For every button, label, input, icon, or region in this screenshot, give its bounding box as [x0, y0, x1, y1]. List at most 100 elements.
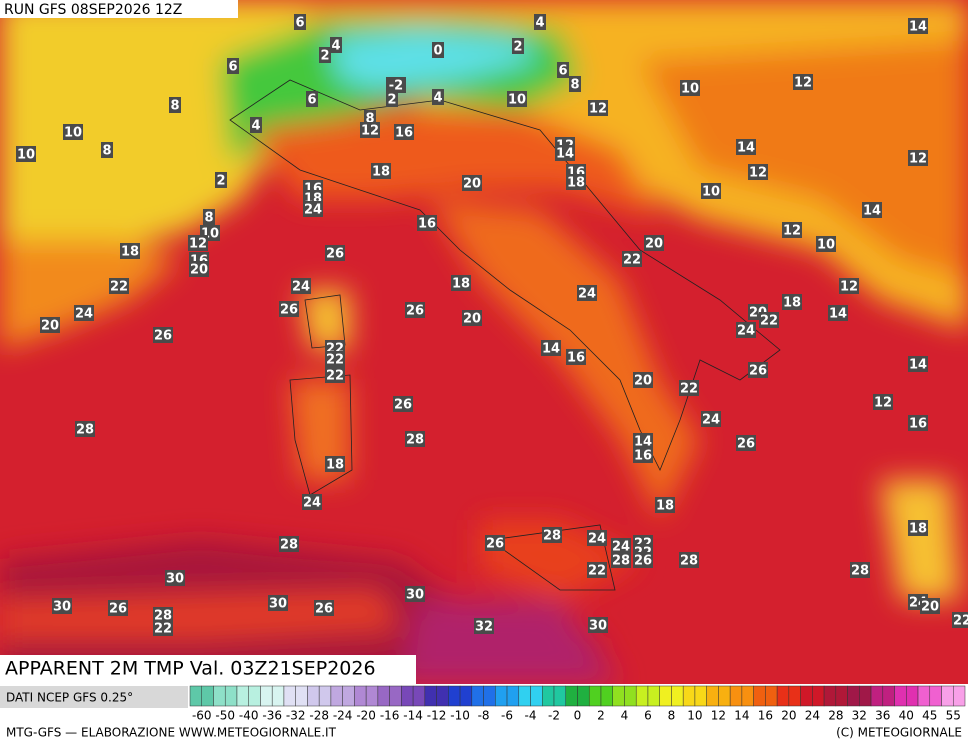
- colorbar-swatch: [894, 685, 907, 707]
- label-box: [279, 301, 299, 317]
- label-box: [566, 349, 586, 365]
- colorbar-swatch: [412, 685, 426, 707]
- value-label: 26: [109, 602, 127, 617]
- value-label: 26: [394, 398, 412, 413]
- label-box: [920, 598, 940, 614]
- colorbar-swatch: [612, 685, 625, 707]
- label-box: [325, 367, 345, 383]
- value-label: 14: [737, 141, 755, 156]
- label-box: [153, 607, 173, 623]
- colorbar-swatch: [776, 685, 790, 707]
- colorbar-swatch: [917, 685, 931, 707]
- value-label: 26: [737, 437, 755, 452]
- value-label: 12: [840, 280, 858, 295]
- label-box: [393, 396, 413, 412]
- value-label: 12: [783, 224, 801, 239]
- value-label: 26: [280, 303, 298, 318]
- value-label: 24: [578, 287, 596, 302]
- value-label: 22: [680, 382, 698, 397]
- label-box: [655, 497, 675, 513]
- label-box: [839, 278, 859, 294]
- value-label: 28: [280, 538, 298, 553]
- value-label: 14: [909, 20, 927, 35]
- value-label: 4: [331, 39, 340, 54]
- value-label: 10: [17, 148, 35, 163]
- colorbar-swatch: [377, 685, 390, 707]
- label-box: [371, 163, 391, 179]
- value-label: 14: [556, 147, 574, 162]
- label-box: [386, 77, 406, 93]
- value-label: 4: [433, 91, 442, 106]
- label-box: [386, 91, 398, 107]
- label-box: [611, 538, 631, 554]
- value-label: 14: [634, 435, 652, 450]
- value-label: 12: [189, 237, 207, 252]
- label-box: [534, 14, 546, 30]
- label-box: [862, 202, 882, 218]
- value-label: 18: [909, 522, 927, 537]
- label-box: [541, 340, 561, 356]
- label-box: [394, 124, 414, 140]
- value-label: 28: [154, 609, 172, 624]
- run-title: RUN GFS 08SEP2026 12Z: [4, 2, 182, 18]
- label-box: [873, 394, 893, 410]
- value-label: 28: [680, 554, 698, 569]
- label-box: [165, 570, 185, 586]
- colorbar-swatch: [424, 685, 437, 707]
- colorbar-swatch: [271, 685, 285, 707]
- value-label: 8: [204, 211, 213, 226]
- value-label: 14: [863, 204, 881, 219]
- label-box: [405, 302, 425, 318]
- value-label: 12: [589, 102, 607, 117]
- colorbar-label: -10: [450, 709, 470, 723]
- label-box: [227, 58, 239, 74]
- colorbar-swatch: [694, 685, 707, 707]
- colorbar-swatch: [765, 685, 778, 707]
- label-box: [432, 42, 444, 58]
- value-label: 26: [154, 329, 172, 344]
- label-box: [101, 142, 113, 158]
- value-label: 18: [783, 296, 801, 311]
- colorbar-label: 20: [781, 709, 796, 723]
- colorbar-label: -24: [333, 709, 353, 723]
- colorbar-swatch: [659, 685, 672, 707]
- value-label: 26: [326, 247, 344, 262]
- label-box: [622, 251, 642, 267]
- value-label: 0: [433, 44, 442, 59]
- value-label: 20: [463, 312, 481, 327]
- colorbar-label: 8: [668, 709, 676, 723]
- temperature-field: [0, 0, 968, 684]
- value-label: 12: [361, 124, 379, 139]
- colorbar-label: -14: [403, 709, 423, 723]
- value-label: 28: [612, 554, 630, 569]
- colorbar-label: -60: [192, 709, 212, 723]
- colorbar-swatch: [741, 685, 754, 707]
- value-label: 16: [634, 449, 652, 464]
- colorbar-swatch: [542, 685, 555, 707]
- value-label: 2: [216, 174, 225, 189]
- label-box: [405, 431, 425, 447]
- colorbar-swatch: [224, 685, 238, 707]
- label-box: [759, 312, 779, 328]
- colorbar-swatch: [823, 685, 837, 707]
- label-box: [302, 494, 322, 510]
- value-label: 10: [681, 82, 699, 97]
- label-box: [169, 97, 181, 113]
- value-label: 10: [508, 93, 526, 108]
- colorbar-swatch: [436, 685, 449, 707]
- value-label: 2: [387, 93, 396, 108]
- label-box: [633, 447, 653, 463]
- value-label: 30: [406, 588, 424, 603]
- value-label: 24: [702, 413, 720, 428]
- value-label: 16: [395, 126, 413, 141]
- value-label: 20: [634, 374, 652, 389]
- colorbar-swatch: [800, 685, 813, 707]
- value-label: 18: [567, 176, 585, 191]
- value-label: 30: [53, 600, 71, 615]
- value-label: -2: [389, 79, 403, 94]
- colorbar-swatch: [248, 685, 261, 707]
- label-box: [577, 285, 597, 301]
- value-label: 4: [251, 119, 260, 134]
- label-box: [633, 433, 653, 449]
